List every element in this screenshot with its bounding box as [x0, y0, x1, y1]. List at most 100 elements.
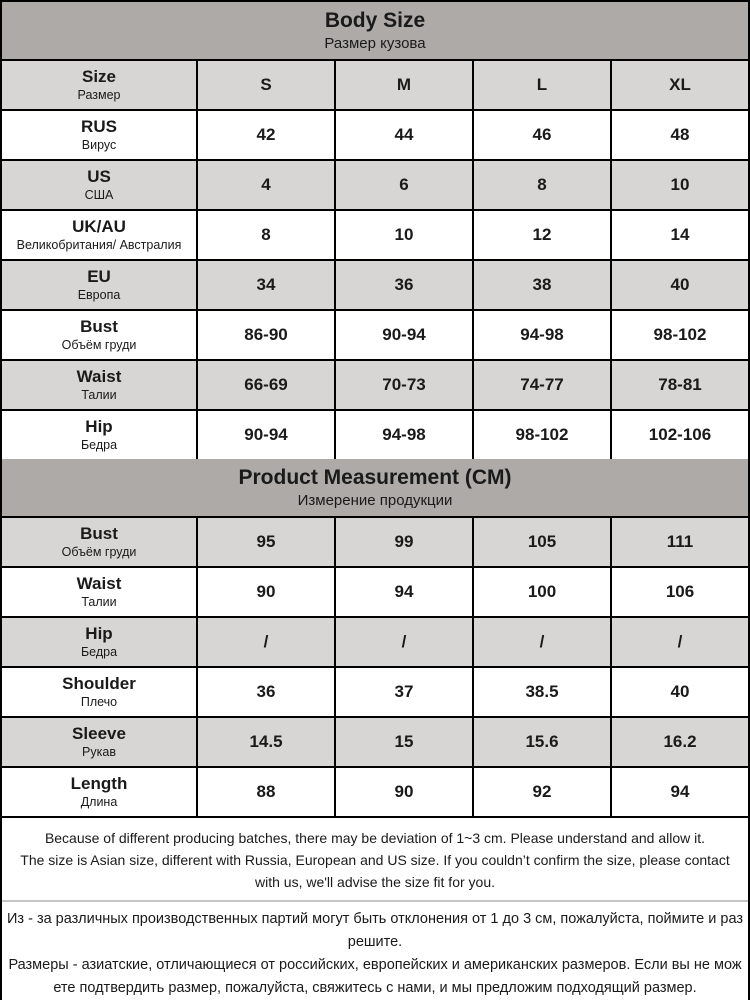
table-row: Waist Талии 66-69 70-73 74-77 78-81	[2, 359, 748, 409]
value-cell: 42	[196, 111, 334, 159]
row-label-ru: Объём груди	[61, 545, 137, 560]
table-row: Hip Бедра 90-94 94-98 98-102 102-106	[2, 409, 748, 459]
row-label: US США	[2, 161, 196, 209]
row-label-en: Sleeve	[72, 723, 126, 743]
table-row: UK/AU Великобритания/ Австралия 8 10 12 14	[2, 209, 748, 259]
row-label-ru: Талии	[81, 595, 117, 610]
row-label-en: Shoulder	[62, 673, 136, 693]
table-row: RUS Вирус 42 44 46 48	[2, 109, 748, 159]
value-cell: 10	[334, 211, 472, 259]
row-label: Size Размер	[2, 61, 196, 109]
value-cell: 66-69	[196, 361, 334, 409]
product-measurement-header: Product Measurement (CM) Измерение проду…	[2, 459, 748, 516]
value-cell: /	[472, 618, 610, 666]
row-label-ru: Талии	[81, 388, 117, 403]
row-label-ru: Объём груди	[61, 338, 137, 353]
value-cell: 98-102	[610, 311, 748, 359]
note-paragraph-en-2: The size is Asian size, different with R…	[20, 852, 730, 890]
value-cell: 40	[610, 261, 748, 309]
value-cell: 90	[334, 768, 472, 816]
value-cell: 94-98	[472, 311, 610, 359]
value-cell: 90	[196, 568, 334, 616]
product-measurement-subtitle: Измерение продукции	[297, 491, 453, 509]
value-cell: 48	[610, 111, 748, 159]
note-paragraph-en-1: Because of different producing batches, …	[44, 830, 706, 846]
note-paragraph-ru-1: Из - за различных производственных парти…	[6, 911, 744, 950]
value-cell: 44	[334, 111, 472, 159]
row-label-en: Bust	[80, 523, 118, 543]
value-cell: 36	[196, 668, 334, 716]
value-cell: 8	[196, 211, 334, 259]
value-cell: 111	[610, 518, 748, 566]
column-header-s: S	[196, 61, 334, 109]
table-row: US США 4 6 8 10	[2, 159, 748, 209]
value-cell: 74-77	[472, 361, 610, 409]
value-cell: 38	[472, 261, 610, 309]
value-cell: 36	[334, 261, 472, 309]
body-size-subtitle: Размер кузова	[324, 34, 426, 52]
column-header-xl: XL	[610, 61, 748, 109]
notes-divider	[2, 900, 748, 902]
notes-english: Because of different producing batches, …	[2, 818, 748, 900]
row-label-en: UK/AU	[72, 216, 126, 236]
value-cell: 94	[334, 568, 472, 616]
value-cell: 94-98	[334, 411, 472, 459]
row-label: Waist Талии	[2, 568, 196, 616]
body-size-rows: RUS Вирус 42 44 46 48 US США 4 6 8 10 UK/AU Великобри…	[2, 109, 748, 459]
row-label-en: Hip	[85, 416, 113, 436]
value-cell: 34	[196, 261, 334, 309]
value-cell: /	[334, 618, 472, 666]
value-cell: 8	[472, 161, 610, 209]
table-row: Bust Объём груди 95 99 105 111	[2, 516, 748, 566]
row-label: Bust Объём груди	[2, 311, 196, 359]
row-label-ru: Вирус	[81, 138, 117, 153]
row-label-en: EU	[87, 266, 111, 286]
value-cell: 38.5	[472, 668, 610, 716]
value-cell: 70-73	[334, 361, 472, 409]
size-header-row: Size Размер S M L XL	[2, 59, 748, 109]
table-row: Waist Талии 90 94 100 106	[2, 566, 748, 616]
row-label-ru: Бедра	[80, 438, 118, 453]
product-measurement-rows: Bust Объём груди 95 99 105 111 Waist Талии 90 94 1…	[2, 516, 748, 816]
row-label: Sleeve Рукав	[2, 718, 196, 766]
body-size-header: Body Size Размер кузова	[2, 2, 748, 59]
value-cell: 86-90	[196, 311, 334, 359]
value-cell: 105	[472, 518, 610, 566]
value-cell: 37	[334, 668, 472, 716]
row-label: RUS Вирус	[2, 111, 196, 159]
row-label: UK/AU Великобритания/ Австралия	[2, 211, 196, 259]
column-header-m: M	[334, 61, 472, 109]
value-cell: 106	[610, 568, 748, 616]
row-label-ru: Великобритания/ Австралия	[16, 238, 182, 253]
value-cell: 88	[196, 768, 334, 816]
value-cell: 95	[196, 518, 334, 566]
value-cell: 14.5	[196, 718, 334, 766]
table-row: Bust Объём груди 86-90 90-94 94-98 98-102	[2, 309, 748, 359]
notes: Because of different producing batches, …	[2, 816, 748, 1004]
row-label-en: Waist	[76, 366, 122, 386]
notes-russian: Из - за различных производственных парти…	[2, 902, 748, 1004]
row-label-en: US	[87, 166, 111, 186]
value-cell: 10	[610, 161, 748, 209]
row-label-en: RUS	[81, 116, 117, 136]
table-row: Hip Бедра / / / /	[2, 616, 748, 666]
note-paragraph-ru-2: Размеры - азиатские, отличающиеся от рос…	[8, 957, 742, 996]
value-cell: 12	[472, 211, 610, 259]
body-size-title: Body Size	[324, 8, 426, 32]
value-cell: /	[196, 618, 334, 666]
value-cell: 90-94	[196, 411, 334, 459]
row-label: Hip Бедра	[2, 618, 196, 666]
value-cell: 15.6	[472, 718, 610, 766]
value-cell: 40	[610, 668, 748, 716]
row-label-en: Size	[81, 66, 117, 86]
row-label-en: Waist	[76, 573, 122, 593]
value-cell: 15	[334, 718, 472, 766]
row-label-ru: Длина	[80, 795, 118, 810]
row-label: EU Европа	[2, 261, 196, 309]
column-header-l: L	[472, 61, 610, 109]
row-label: Waist Талии	[2, 361, 196, 409]
value-cell: /	[610, 618, 748, 666]
row-label-ru: Европа	[77, 288, 121, 303]
value-cell: 90-94	[334, 311, 472, 359]
